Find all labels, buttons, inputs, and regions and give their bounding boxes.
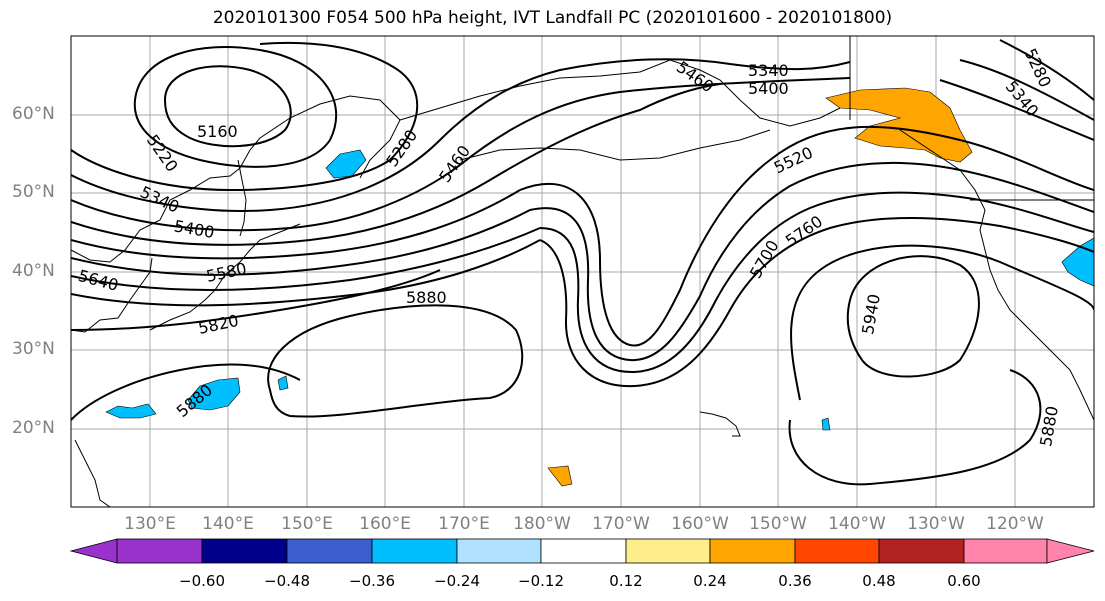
contour-5640: [71, 227, 541, 291]
lat-label: 60°N: [12, 104, 55, 124]
contour-5340: [71, 58, 851, 212]
map-title: 2020101300 F054 500 hPa height, IVT Land…: [212, 8, 893, 28]
coast-hawaii: [699, 411, 741, 437]
coast-aleutians: [459, 129, 771, 161]
colorbar-bin: [116, 538, 203, 564]
colorbar-bin: [540, 538, 627, 564]
lon-label: 140°W: [828, 514, 886, 534]
contour-5880-southwest: [71, 363, 301, 421]
contour-5580: [71, 209, 531, 276]
lon-label: 150°W: [749, 514, 807, 534]
ivt-positive-alaska: [825, 87, 973, 163]
contour-trough-1: [519, 125, 1094, 347]
contour-5880-southeast: [788, 369, 1042, 486]
colorbar-tick-label: −0.36: [349, 572, 395, 590]
contour-label: 5160: [197, 122, 238, 141]
colorbar: [69, 538, 1095, 564]
colorbar-tick-label: 0.36: [778, 572, 812, 590]
lon-label: 160°W: [671, 514, 729, 534]
lon-label: 160°E: [359, 514, 411, 534]
contour-trough-4: [539, 217, 1094, 388]
lon-label: 120°W: [986, 514, 1044, 534]
colorbar-tick-label: 0.12: [609, 572, 643, 590]
lat-label: 20°N: [12, 418, 55, 438]
ivt-positive-central: [547, 465, 573, 487]
colorbar-extend-high: [1046, 538, 1095, 564]
plot-frame: [70, 35, 1095, 508]
colorbar-tick-label: 0.24: [693, 572, 727, 590]
contour-5940: [846, 255, 980, 378]
ivt-small-2: [821, 417, 831, 431]
contour-ne-1: [959, 59, 1094, 121]
colorbar-bin: [878, 538, 965, 564]
contour-5400: [71, 77, 851, 232]
ivt-negative-westpac-1: [187, 377, 241, 411]
contour-trough-2: [529, 161, 1094, 362]
lon-label: 170°W: [592, 514, 650, 534]
contour-5880-west: [267, 304, 524, 418]
lon-label: 180°W: [513, 514, 571, 534]
coast-philippines: [74, 439, 111, 507]
colorbar-bin: [625, 538, 711, 564]
contour-ne-3: [939, 79, 1094, 141]
contour-5460: [71, 83, 721, 246]
contour-5280: [71, 41, 419, 192]
contour-label: 5340: [748, 61, 789, 80]
contour-5880-east: [790, 244, 1094, 401]
colorbar-tick-label: −0.48: [264, 572, 310, 590]
colorbar-bin: [371, 538, 458, 564]
ivt-negative-kamchatka: [325, 149, 367, 179]
contour-5160: [163, 65, 292, 148]
colorbar-tick-label: −0.24: [434, 572, 480, 590]
lon-label: 140°E: [202, 514, 254, 534]
colorbar-tick-label: −0.60: [179, 572, 225, 590]
colorbar-tick-label: 0.60: [947, 572, 981, 590]
ivt-negative-westpac-2: [105, 403, 157, 419]
lat-label: 30°N: [12, 339, 55, 359]
lon-label: 130°E: [124, 514, 176, 534]
contour-ne-2: [999, 39, 1094, 101]
colorbar-bin: [286, 538, 373, 564]
contour-label: 5400: [748, 79, 789, 98]
ivt-small-1: [277, 375, 289, 391]
colorbar-tick-label: 0.48: [862, 572, 896, 590]
lon-label: 170°E: [438, 514, 490, 534]
ivt-shading: [105, 87, 1094, 487]
colorbar-bin: [456, 538, 542, 564]
lat-label: 40°N: [12, 261, 55, 281]
lat-label: 50°N: [12, 182, 55, 202]
lon-label: 130°W: [907, 514, 965, 534]
contour-5220: [133, 46, 338, 168]
colorbar-extend-low: [69, 538, 118, 564]
coast-namerica: [899, 129, 1094, 421]
contour-label: 5880: [406, 288, 447, 307]
contour-trough-3: [539, 191, 1094, 374]
colorbar-bin: [794, 538, 880, 564]
contour-5700a: [71, 239, 541, 307]
height-contours: [71, 39, 1094, 486]
lon-label: 150°E: [281, 514, 333, 534]
contour-5820: [71, 269, 441, 331]
coast-sakhalin: [237, 159, 247, 237]
colorbar-bin: [201, 538, 288, 564]
colorbar-bin: [709, 538, 796, 564]
colorbar-tick-label: −0.12: [518, 572, 564, 590]
colorbar-bin: [963, 538, 1048, 564]
contour-5520a: [71, 189, 521, 260]
